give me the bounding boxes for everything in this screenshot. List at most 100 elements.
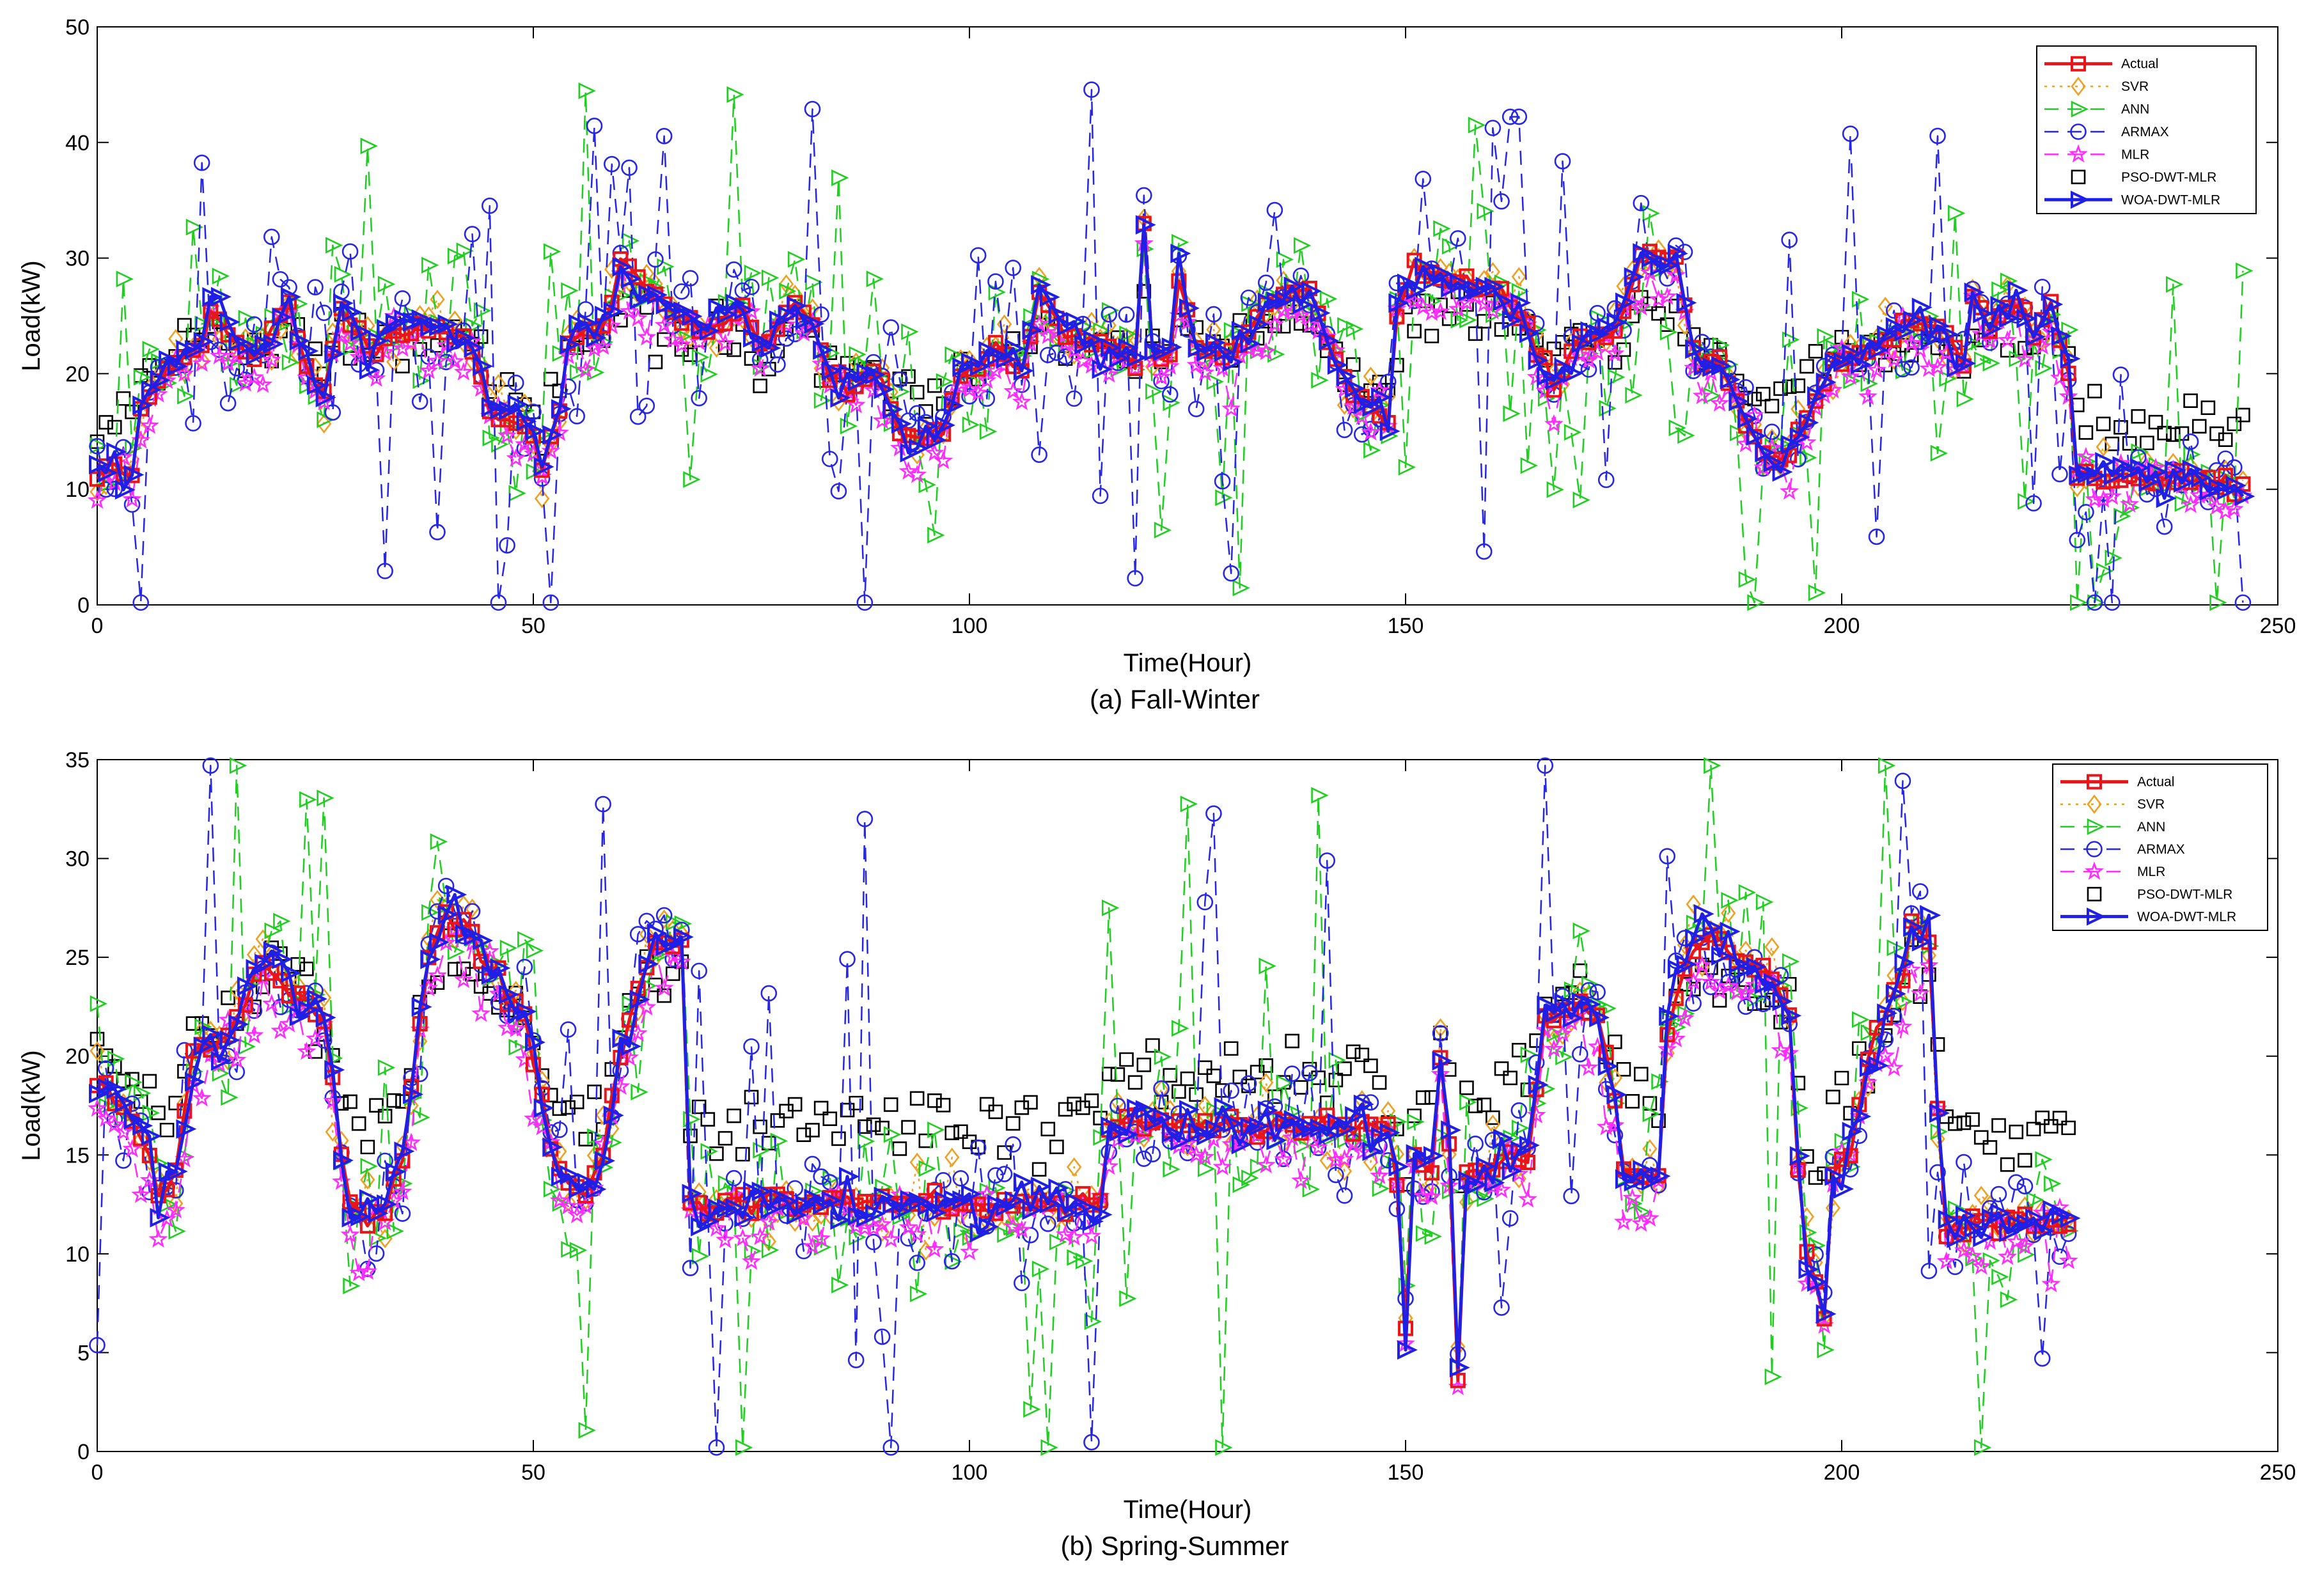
series-group-fall-winter	[88, 81, 2255, 611]
data-point	[525, 1032, 545, 1052]
data-point	[1884, 349, 1904, 368]
data-point	[978, 1217, 1000, 1237]
data-point	[1230, 1133, 1250, 1152]
data-point	[1424, 292, 1442, 309]
series-line	[96, 898, 2069, 1348]
data-point	[866, 1117, 881, 1132]
data-point	[1947, 340, 1963, 356]
data-point	[2209, 426, 2224, 441]
data-point	[988, 1104, 1003, 1120]
data-point	[787, 251, 806, 268]
data-point	[1005, 338, 1026, 359]
data-point	[1432, 263, 1453, 284]
data-point	[542, 594, 560, 611]
data-point	[1494, 1061, 1509, 1076]
data-point	[1486, 306, 1503, 324]
data-point	[1956, 1154, 1972, 1171]
data-point	[1720, 921, 1741, 942]
data-point	[393, 1182, 412, 1200]
data-point	[2096, 416, 2111, 432]
data-point	[264, 922, 282, 939]
legend-item-woa-dwt-mlr: WOA-DWT-MLR	[2060, 907, 2236, 926]
data-point	[1963, 1246, 1982, 1265]
data-point	[1022, 320, 1043, 340]
data-point	[2060, 348, 2081, 369]
data-point	[630, 980, 646, 996]
data-point	[1659, 1006, 1680, 1026]
data-point	[1195, 1147, 1215, 1166]
data-point	[115, 1152, 132, 1169]
data-point	[368, 1245, 385, 1262]
data-point	[909, 438, 930, 458]
x-tick-label: 50	[521, 1460, 545, 1485]
data-point	[2044, 1119, 2058, 1134]
data-point	[1729, 391, 1750, 412]
data-point	[167, 356, 188, 377]
data-point	[1710, 393, 1730, 412]
y-axis-label: Load(kW)	[17, 1050, 45, 1161]
data-point	[943, 1253, 960, 1270]
data-point	[1633, 1067, 1649, 1082]
legend-marker	[2070, 123, 2087, 140]
data-point	[1328, 1166, 1344, 1184]
data-point	[506, 1019, 526, 1038]
legend-fall-winter: Actual SVR ANN ARMAX MLR PSO-DWT-MLR WOA-DWT-M…	[2036, 45, 2257, 214]
data-point	[1154, 1048, 1172, 1065]
data-point	[716, 1230, 735, 1249]
data-point	[717, 1130, 733, 1146]
data-point	[637, 997, 657, 1016]
data-point	[1930, 444, 1948, 462]
legend-item-mlr: MLR	[2060, 861, 2165, 880]
data-point	[839, 1166, 859, 1187]
data-point	[360, 1157, 378, 1175]
data-point	[1136, 1150, 1152, 1167]
data-point	[621, 269, 641, 289]
data-point	[1345, 320, 1364, 338]
data-point	[1083, 1434, 1100, 1451]
data-point	[323, 1091, 343, 1109]
data-point	[1991, 1268, 2009, 1285]
data-point	[1851, 290, 1870, 308]
data-point	[210, 1051, 231, 1071]
data-point	[1013, 1172, 1034, 1193]
data-point	[1337, 317, 1355, 334]
data-point	[473, 302, 492, 319]
data-point	[90, 995, 108, 1012]
data-point	[1475, 1156, 1496, 1177]
data-point	[1973, 1130, 1989, 1145]
data-point	[202, 1024, 223, 1045]
data-point	[1998, 1246, 2018, 1265]
data-point	[412, 372, 430, 389]
data-point	[1815, 372, 1837, 393]
data-point	[1145, 383, 1163, 400]
data-point	[1764, 937, 1780, 957]
data-point	[753, 379, 767, 393]
data-point	[1484, 277, 1505, 297]
data-point	[831, 1131, 846, 1146]
data-point	[1005, 1219, 1024, 1237]
data-point	[351, 1116, 366, 1131]
data-point	[1415, 256, 1436, 277]
data-point	[1081, 1226, 1101, 1244]
data-point	[936, 373, 954, 390]
data-point	[2061, 1120, 2076, 1136]
data-point	[534, 489, 550, 508]
data-point	[1406, 280, 1427, 301]
data-point	[1073, 351, 1093, 370]
data-point	[2182, 433, 2199, 450]
y-tick-label: 5	[77, 1341, 90, 1365]
data-point	[760, 985, 778, 1002]
data-point	[1581, 976, 1599, 993]
data-point	[1040, 1439, 1058, 1456]
y-tick-label: 20	[65, 1045, 90, 1069]
data-point	[735, 1146, 750, 1162]
data-point	[340, 333, 360, 352]
data-point	[534, 1086, 550, 1102]
legend-marker	[2087, 886, 2102, 902]
data-point	[2234, 486, 2255, 506]
data-point	[1928, 357, 1948, 376]
data-point	[1424, 1228, 1442, 1245]
data-point	[210, 286, 231, 307]
data-point	[1196, 894, 1214, 911]
data-point	[1379, 373, 1397, 390]
